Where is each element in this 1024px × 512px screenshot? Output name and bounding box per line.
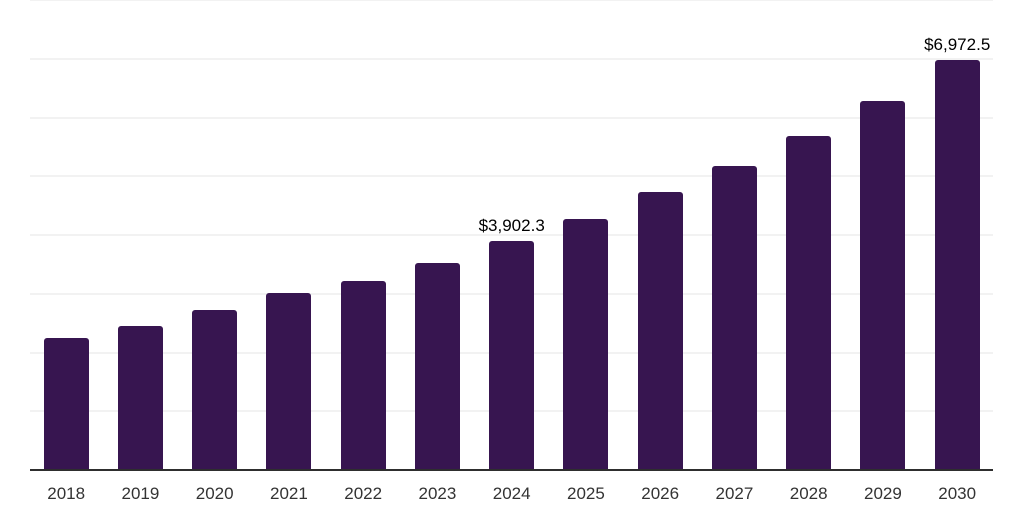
bar-2025 xyxy=(563,218,609,470)
bar-2028 xyxy=(786,135,832,470)
x-tick-2023: 2023 xyxy=(418,484,457,503)
data-label-2024: $3,902.3 xyxy=(478,215,545,235)
x-tick-2026: 2026 xyxy=(641,484,680,503)
x-tick-2021: 2021 xyxy=(270,484,308,503)
bar-2023 xyxy=(414,262,460,470)
gridline xyxy=(30,0,993,1)
x-tick-2022: 2022 xyxy=(344,484,383,503)
gridline xyxy=(30,234,993,236)
bar-2027 xyxy=(711,165,757,470)
bar-2021 xyxy=(266,293,312,470)
bar-2030 xyxy=(934,60,980,470)
bar-2024 xyxy=(489,240,535,470)
x-tick-2029: 2029 xyxy=(864,484,902,503)
bar-2026 xyxy=(637,192,683,470)
x-axis-line xyxy=(30,469,993,471)
x-tick-2024: 2024 xyxy=(492,484,531,503)
bar-2020 xyxy=(192,310,238,470)
gridline xyxy=(30,116,993,119)
x-tick-2019: 2019 xyxy=(121,484,160,503)
gridline xyxy=(30,57,993,60)
x-tick-2027: 2027 xyxy=(715,484,754,503)
gridline xyxy=(30,175,993,178)
bar-2022 xyxy=(340,281,386,470)
x-tick-2020: 2020 xyxy=(195,484,234,503)
x-tick-2028: 2028 xyxy=(789,484,828,503)
x-tick-2018: 2018 xyxy=(47,484,86,503)
x-tick-2030: 2030 xyxy=(938,484,977,503)
x-tick-2025: 2025 xyxy=(567,484,605,503)
bar-2018 xyxy=(43,338,89,470)
bar-2029 xyxy=(860,100,906,470)
data-label-2030: $6,972.5 xyxy=(924,35,991,55)
bar-2019 xyxy=(117,326,163,470)
plot-area: $3,902.3 $6,972.5 xyxy=(30,0,993,470)
